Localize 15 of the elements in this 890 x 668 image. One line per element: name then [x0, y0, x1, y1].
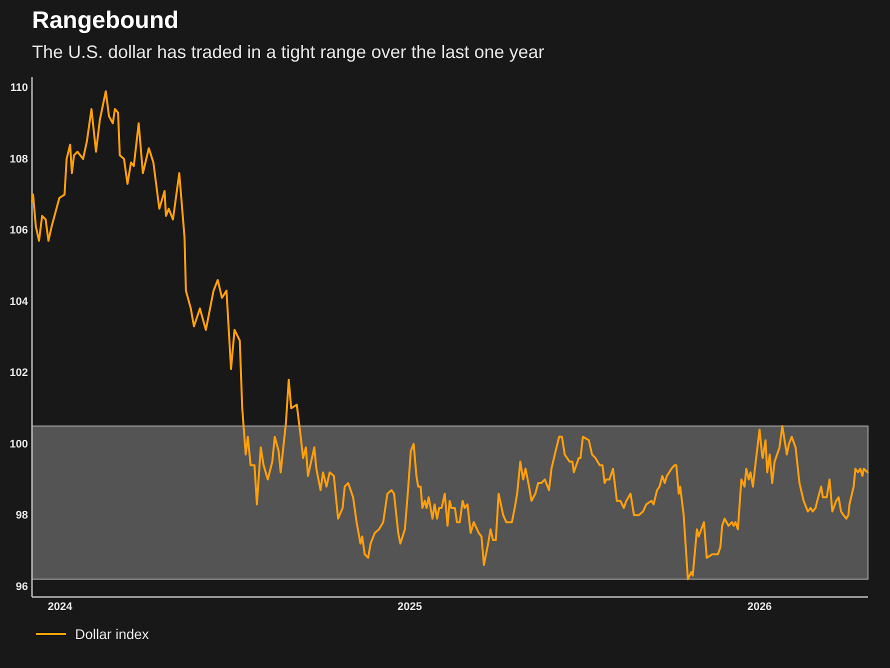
y-tick-label: 100 — [10, 438, 28, 450]
legend-label: Dollar index — [75, 626, 149, 642]
y-tick-label: 106 — [10, 224, 28, 237]
y-tick-label: 98 — [16, 510, 28, 522]
y-tick-label: 102 — [10, 367, 28, 380]
y-tick-label: 108 — [10, 153, 28, 166]
chart-subtitle: The U.S. dollar has traded in a tight range over the last one year — [32, 42, 544, 62]
x-tick-label: 2025 — [398, 600, 422, 613]
y-tick-label: 110 — [10, 82, 28, 94]
x-tick-label: 2024 — [48, 600, 74, 613]
line-series — [31, 90, 869, 580]
x-tick-label: 2026 — [747, 600, 772, 613]
chart-title: Rangebound — [32, 7, 179, 34]
y-tick-label: 96 — [16, 580, 28, 593]
y-tick-label: 104 — [10, 296, 29, 308]
